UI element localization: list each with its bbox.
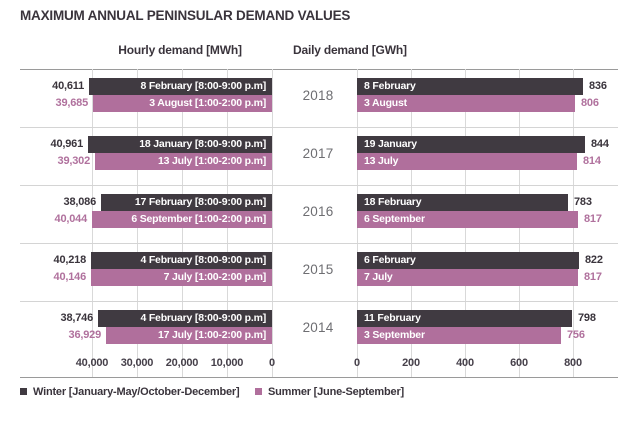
summer-daily-bar: 6 September (357, 211, 578, 228)
hourly-winter-bar-label: 4 February [8:00-9:00 p.m] (140, 312, 266, 324)
winter-legend-swatch-icon (20, 388, 27, 395)
daily-winter-value: 844 (591, 138, 609, 150)
hourly-summer-bar-label: 6 September [1:00-2:00 p.m] (131, 213, 266, 225)
winter-hourly-bar: 17 February [8:00-9:00 p.m] (101, 194, 272, 211)
hourly-summer-value: 39,685 (55, 97, 89, 109)
summer-hourly-bar: 13 July [1:00-2:00 p.m] (95, 153, 272, 170)
hourly-winter-value: 40,218 (53, 254, 87, 266)
chart-title: MAXIMUM ANNUAL PENINSULAR DEMAND VALUES (20, 8, 351, 23)
bottom-axis-line (20, 377, 618, 378)
daily-winter-bar-label: 6 February (364, 254, 416, 266)
legend-item-summer: Summer [June-September] (255, 386, 404, 398)
summer-daily-bar: 7 July (357, 269, 578, 286)
daily-winter-bar-label: 19 January (364, 138, 417, 150)
winter-hourly-bar: 4 February [8:00-9:00 p.m] (98, 310, 272, 327)
year-label: 2015 (302, 262, 334, 277)
daily-summer-bar-label: 3 September (364, 329, 425, 341)
winter-daily-bar: 18 February (357, 194, 568, 211)
axis-tick-label: 400 (456, 357, 474, 369)
axis-tick-label: 0 (354, 357, 360, 369)
winter-hourly-bar: 18 January [8:00-9:00 p.m] (88, 136, 272, 153)
axis-tick-label: 20,000 (165, 357, 199, 369)
daily-summer-value: 817 (584, 271, 602, 283)
daily-winter-value: 836 (589, 80, 607, 92)
daily-winter-value: 798 (578, 312, 596, 324)
daily-summer-bar-label: 3 August (364, 97, 407, 109)
winter-daily-bar: 6 February (357, 252, 579, 269)
panel-header-daily: Daily demand [GWh] (293, 43, 407, 57)
hourly-winter-bar-label: 18 January [8:00-9:00 p.m] (139, 138, 266, 150)
legend-label-winter: Winter [January-May/October-December] (33, 386, 240, 398)
hourly-summer-value: 36,929 (68, 329, 102, 341)
daily-summer-bar-label: 6 September (364, 213, 425, 225)
hourly-summer-bar-label: 7 July [1:00-2:00 p.m] (163, 271, 267, 283)
row-separator (20, 301, 618, 302)
hourly-winter-value: 40,961 (50, 138, 84, 150)
winter-hourly-bar: 4 February [8:00-9:00 p.m] (91, 252, 272, 269)
year-label: 2016 (302, 204, 334, 219)
hourly-summer-bar-label: 13 July [1:00-2:00 p.m] (157, 155, 266, 167)
summer-hourly-bar: 7 July [1:00-2:00 p.m] (91, 269, 272, 286)
daily-summer-bar-label: 13 July (364, 155, 399, 167)
hourly-winter-value: 40,611 (52, 80, 84, 92)
hourly-summer-value: 40,146 (53, 271, 87, 283)
daily-summer-value: 817 (584, 213, 602, 225)
hourly-winter-value: 38,086 (63, 196, 97, 208)
summer-daily-bar: 13 July (357, 153, 577, 170)
axis-tick-label: 0 (269, 357, 275, 369)
daily-summer-bar-label: 7 July (364, 271, 393, 283)
summer-legend-swatch-icon (255, 388, 262, 395)
row-separator (20, 243, 618, 244)
year-label: 2017 (302, 146, 334, 161)
axis-tick-label: 40,000 (75, 357, 109, 369)
row-separator (20, 185, 618, 186)
hourly-winter-value: 38,746 (60, 312, 94, 324)
panel-header-hourly: Hourly demand [MWh] (118, 43, 242, 57)
daily-winter-bar-label: 8 February (364, 80, 416, 92)
hourly-summer-value: 40,044 (54, 213, 88, 225)
axis-tick-label: 800 (564, 357, 582, 369)
summer-daily-bar: 3 August (357, 95, 575, 112)
hourly-summer-bar-label: 17 July [1:00-2:00 p.m] (157, 329, 266, 341)
winter-daily-bar: 19 January (357, 136, 585, 153)
daily-summer-value: 756 (567, 329, 585, 341)
legend-label-summer: Summer [June-September] (268, 386, 404, 398)
legend-item-winter: Winter [January-May/October-December] (20, 386, 240, 398)
summer-hourly-bar: 6 September [1:00-2:00 p.m] (92, 211, 272, 228)
daily-summer-value: 814 (583, 155, 601, 167)
hourly-summer-bar-label: 3 August [1:00-2:00 p.m] (149, 97, 266, 109)
daily-winter-bar-label: 11 February (364, 312, 421, 324)
axis-tick-label: 200 (402, 357, 420, 369)
hourly-summer-value: 39,302 (57, 155, 91, 167)
daily-summer-value: 806 (581, 97, 599, 109)
hourly-winter-bar-label: 17 February [8:00-9:00 p.m] (134, 196, 266, 208)
winter-hourly-bar: 8 February [8:00-9:00 p.m] (89, 78, 272, 95)
year-label: 2014 (302, 320, 334, 335)
summer-hourly-bar: 3 August [1:00-2:00 p.m] (93, 95, 272, 112)
winter-daily-bar: 11 February (357, 310, 572, 327)
hourly-winter-bar-label: 8 February [8:00-9:00 p.m] (140, 80, 266, 92)
year-label: 2018 (302, 88, 334, 103)
axis-tick-label: 30,000 (120, 357, 154, 369)
axis-tick-label: 10,000 (210, 357, 244, 369)
axis-tick-label: 600 (510, 357, 528, 369)
daily-winter-value: 783 (574, 196, 592, 208)
top-axis-line (20, 69, 618, 70)
row-separator (20, 127, 618, 128)
summer-daily-bar: 3 September (357, 327, 561, 344)
hourly-winter-bar-label: 4 February [8:00-9:00 p.m] (140, 254, 266, 266)
daily-winter-value: 822 (585, 254, 603, 266)
gridline (272, 69, 273, 377)
daily-winter-bar-label: 18 February (364, 196, 422, 208)
summer-hourly-bar: 17 July [1:00-2:00 p.m] (106, 327, 272, 344)
winter-daily-bar: 8 February (357, 78, 583, 95)
